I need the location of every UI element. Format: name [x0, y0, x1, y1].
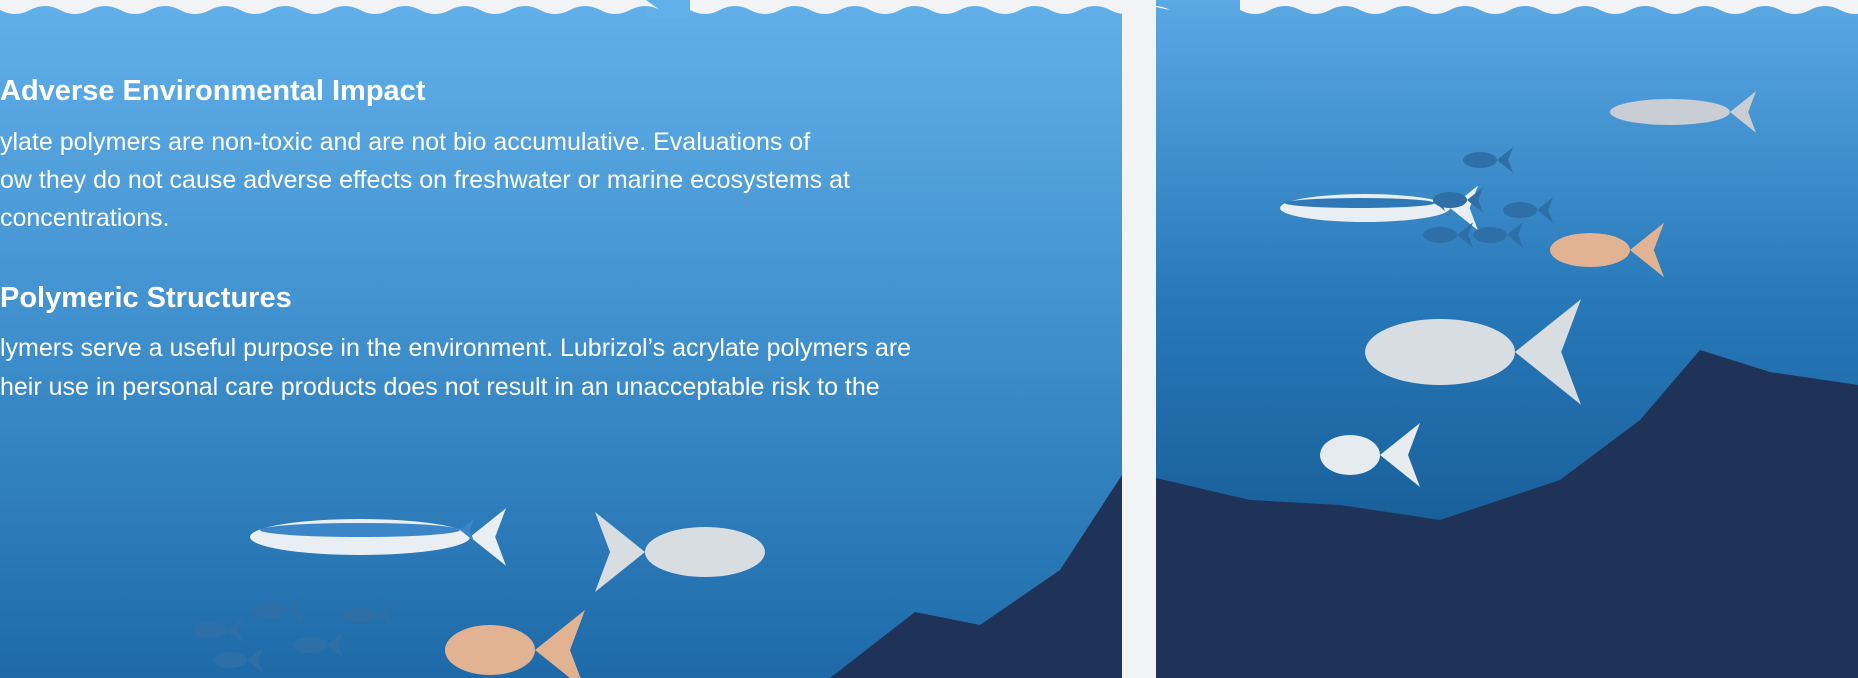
fish-body [1423, 227, 1457, 243]
fish-body [213, 652, 247, 668]
fish-body [293, 637, 327, 653]
fish-body [1320, 435, 1380, 475]
fish-body [1433, 192, 1467, 208]
paragraph-line: concentrations. [0, 204, 170, 232]
fish-body [193, 622, 227, 638]
fish-body [1365, 319, 1515, 385]
fish-body [1473, 227, 1507, 243]
section-heading: Adverse Environmental Impact [0, 75, 426, 107]
paragraph-line: lymers serve a useful purpose in the env… [0, 334, 911, 362]
fish-body [445, 625, 535, 675]
page: Adverse Environmental Impact ylate polyme… [0, 0, 1858, 678]
fish-body [645, 527, 765, 577]
fish-body [1610, 99, 1730, 125]
paragraph-line: ow they do not cause adverse effects on … [0, 166, 850, 194]
paragraph-line: heir use in personal care products does … [0, 373, 880, 401]
fish-body [253, 602, 287, 618]
section-heading: Polymeric Structures [0, 282, 292, 314]
paragraph-line: ylate polymers are non-toxic and are not… [0, 128, 810, 156]
fish-body [1285, 198, 1435, 208]
fish-body [260, 523, 460, 537]
fish-body [343, 607, 377, 623]
fish-body [1503, 202, 1537, 218]
illustration: Adverse Environmental Impact ylate polyme… [0, 0, 1858, 678]
fish-body [1550, 233, 1630, 267]
fish-body [1463, 152, 1497, 168]
pipe [646, 0, 690, 18]
